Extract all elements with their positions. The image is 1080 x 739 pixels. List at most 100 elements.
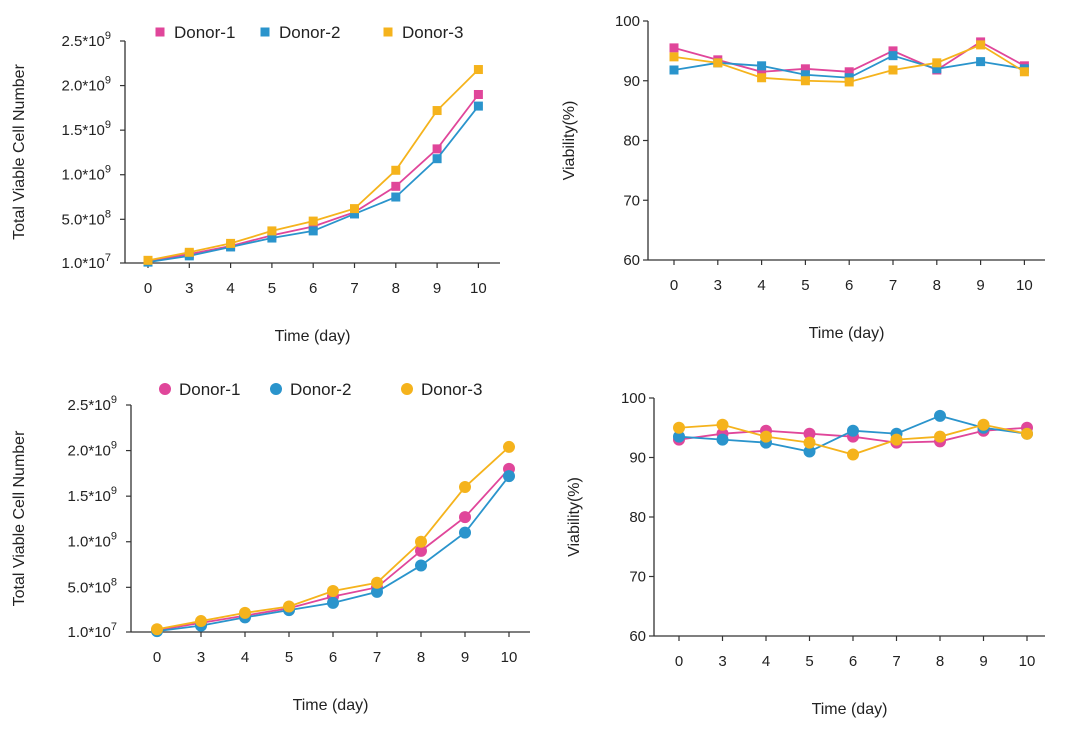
data-point-donor-3 bbox=[226, 238, 236, 248]
data-point-donor-3 bbox=[391, 165, 401, 175]
data-point-donor-1 bbox=[757, 67, 767, 77]
data-point-donor-3 bbox=[1019, 67, 1029, 77]
data-point-donor-2 bbox=[432, 154, 442, 164]
data-point-donor-1 bbox=[432, 144, 442, 154]
data-point-donor-3 bbox=[267, 226, 277, 236]
data-point-donor-2 bbox=[350, 209, 359, 219]
legend-marker bbox=[383, 27, 393, 37]
data-point-donor-3 bbox=[716, 418, 729, 431]
data-point-donor-3 bbox=[432, 106, 442, 116]
chart-growth-circle: 1.0*107 5.0*108 1.0*109 1.5*109 2.0*109 2.5*1… bbox=[11, 380, 530, 714]
data-point-donor-3 bbox=[977, 418, 990, 431]
data-point-donor-3 bbox=[239, 606, 251, 619]
data-point-donor-2 bbox=[934, 409, 946, 422]
chart-viability-square: 60 70 80 90 100 0 3 4 5 6 7 8 9 10 Time (day) Viability… bbox=[561, 13, 1045, 342]
data-point-donor-3 bbox=[350, 204, 359, 214]
data-point-donor-1 bbox=[669, 43, 679, 53]
y-tick-label: 80 bbox=[623, 133, 640, 150]
x-tick-label: 5 bbox=[285, 649, 293, 666]
data-point-donor-3 bbox=[503, 440, 515, 453]
legend-label: Donor-2 bbox=[279, 23, 340, 42]
x-tick-label: 4 bbox=[757, 277, 765, 294]
data-point-donor-2 bbox=[391, 192, 401, 202]
y-tick-label: 1.5*109 bbox=[62, 119, 112, 139]
legend-label: Donor-1 bbox=[179, 380, 240, 399]
legend-marker bbox=[270, 383, 282, 395]
legend-label: Donor-3 bbox=[402, 23, 463, 42]
y-tick-label: 5.0*108 bbox=[62, 208, 112, 228]
data-point-donor-3 bbox=[760, 430, 772, 443]
data-point-donor-1 bbox=[473, 89, 483, 99]
data-point-donor-3 bbox=[459, 481, 471, 494]
data-point-donor-3 bbox=[669, 52, 679, 62]
data-point-donor-3 bbox=[890, 433, 903, 446]
data-point-donor-2 bbox=[716, 433, 729, 446]
x-tick-label: 9 bbox=[461, 649, 469, 666]
y-tick-label: 5.0*108 bbox=[68, 576, 118, 596]
y-tick-label: 2.0*109 bbox=[62, 75, 112, 95]
y-axis-title: Viability(%) bbox=[566, 477, 583, 557]
x-tick-label: 5 bbox=[801, 277, 809, 294]
x-tick-label: 7 bbox=[350, 280, 358, 297]
y-tick-label: 60 bbox=[623, 252, 640, 269]
x-tick-label: 0 bbox=[153, 649, 161, 666]
x-tick-label: 0 bbox=[670, 277, 678, 294]
legend-marker bbox=[401, 383, 413, 395]
data-point-donor-3 bbox=[713, 58, 723, 68]
x-axis-title: Time (day) bbox=[809, 325, 885, 342]
data-point-donor-3 bbox=[932, 58, 942, 68]
data-point-donor-2 bbox=[673, 430, 685, 443]
y-tick-label: 80 bbox=[629, 509, 646, 526]
y-tick-label: 90 bbox=[623, 73, 640, 90]
x-axis-title: Time (day) bbox=[812, 701, 888, 718]
x-tick-label: 9 bbox=[433, 280, 441, 297]
x-tick-label: 0 bbox=[675, 653, 683, 670]
chart-growth-square: 1.0*107 5.0*108 1.0*109 1.5*109 2.0*109 2.5*1… bbox=[11, 23, 500, 345]
series-line-donor-1 bbox=[147, 93, 480, 263]
y-tick-label: 2.5*109 bbox=[62, 30, 112, 50]
x-tick-label: 4 bbox=[762, 653, 770, 670]
data-point-donor-2 bbox=[503, 470, 515, 483]
x-tick-label: 8 bbox=[392, 280, 400, 297]
x-tick-label: 8 bbox=[936, 653, 944, 670]
legend-label: Donor-2 bbox=[290, 380, 351, 399]
y-tick-label: 70 bbox=[629, 569, 646, 586]
x-tick-label: 3 bbox=[197, 649, 205, 666]
x-tick-label: 0 bbox=[144, 280, 152, 297]
x-tick-label: 9 bbox=[979, 653, 987, 670]
x-tick-label: 3 bbox=[185, 280, 193, 297]
x-tick-label: 6 bbox=[309, 280, 317, 297]
data-point-donor-1 bbox=[459, 511, 471, 524]
x-tick-label: 4 bbox=[241, 649, 249, 666]
x-tick-label: 7 bbox=[373, 649, 381, 666]
data-point-donor-1 bbox=[844, 67, 854, 77]
y-tick-label: 1.0*109 bbox=[68, 531, 118, 551]
data-point-donor-2 bbox=[976, 57, 986, 67]
data-point-donor-3 bbox=[976, 40, 986, 50]
data-point-donor-2 bbox=[757, 61, 767, 71]
data-point-donor-3 bbox=[415, 535, 427, 548]
data-point-donor-3 bbox=[844, 77, 854, 87]
data-point-donor-3 bbox=[371, 576, 383, 589]
data-point-donor-2 bbox=[473, 101, 483, 111]
y-axis-title: Total Viable Cell Number bbox=[11, 63, 28, 239]
x-tick-label: 5 bbox=[268, 280, 276, 297]
data-point-donor-1 bbox=[800, 64, 810, 74]
data-point-donor-3 bbox=[473, 65, 483, 75]
data-point-donor-2 bbox=[267, 233, 277, 243]
y-tick-label: 60 bbox=[629, 628, 646, 645]
x-tick-label: 8 bbox=[417, 649, 425, 666]
y-tick-label: 1.5*109 bbox=[68, 485, 118, 505]
data-point-donor-3 bbox=[143, 255, 153, 265]
data-point-donor-3 bbox=[151, 623, 163, 636]
data-point-donor-2 bbox=[669, 65, 679, 75]
data-point-donor-3 bbox=[803, 436, 816, 449]
x-tick-label: 6 bbox=[329, 649, 337, 666]
data-point-donor-3 bbox=[673, 421, 685, 434]
x-tick-label: 10 bbox=[1016, 277, 1033, 294]
data-point-donor-2 bbox=[800, 70, 810, 80]
legend-marker bbox=[159, 383, 171, 395]
data-point-donor-3 bbox=[308, 216, 318, 226]
x-tick-label: 10 bbox=[1019, 653, 1036, 670]
